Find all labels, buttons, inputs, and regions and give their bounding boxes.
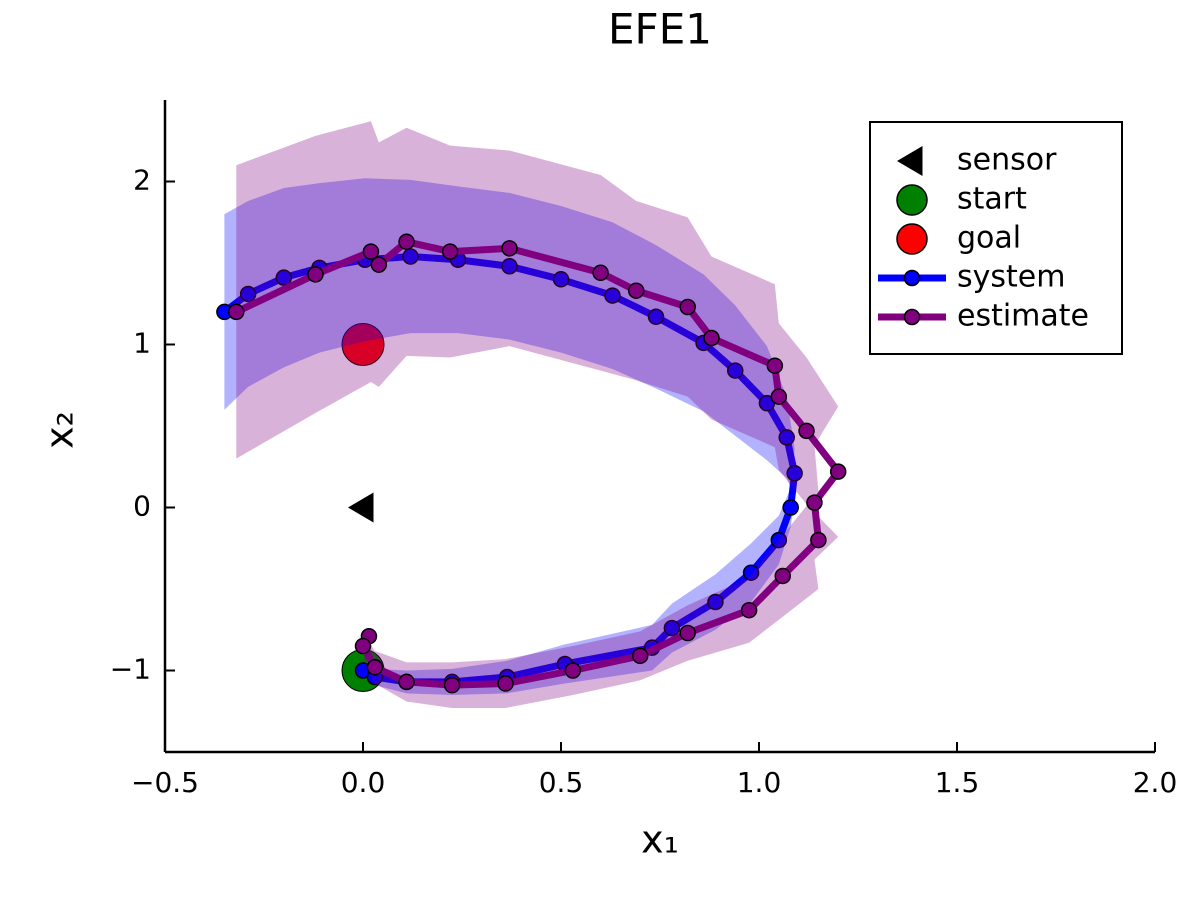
point xyxy=(726,362,744,379)
legend-marker xyxy=(903,269,921,287)
point xyxy=(552,271,570,288)
point xyxy=(740,601,758,619)
point xyxy=(604,287,621,304)
legend-marker xyxy=(903,308,921,326)
point xyxy=(441,243,459,260)
point xyxy=(366,658,384,676)
legend-label: estimate xyxy=(957,299,1089,334)
point xyxy=(354,637,372,655)
point xyxy=(770,531,788,549)
point xyxy=(228,303,245,321)
point xyxy=(497,675,514,692)
y-tick-label: 2 xyxy=(133,164,151,197)
point xyxy=(362,243,380,260)
point xyxy=(770,388,788,405)
legend-label: system xyxy=(957,260,1065,295)
point xyxy=(782,499,799,516)
point xyxy=(443,676,461,694)
x-tick-label: 1.5 xyxy=(935,766,980,799)
legend-marker xyxy=(896,223,928,255)
point xyxy=(501,240,518,257)
point xyxy=(778,429,795,446)
x-axis-label: x₁ xyxy=(641,818,679,862)
point xyxy=(810,531,827,549)
point xyxy=(798,422,815,440)
point xyxy=(663,619,681,637)
point xyxy=(647,308,665,326)
legend-label: start xyxy=(957,182,1027,217)
point xyxy=(774,567,792,585)
point xyxy=(239,285,257,303)
point xyxy=(829,463,847,480)
legend-label: goal xyxy=(957,221,1021,256)
ribbon xyxy=(224,178,795,695)
point xyxy=(398,673,415,691)
point xyxy=(341,323,385,366)
point xyxy=(679,624,696,642)
point xyxy=(707,593,724,611)
ribbon xyxy=(236,121,839,708)
y-tick-label: 0 xyxy=(133,490,151,523)
legend-marker xyxy=(897,146,923,176)
point xyxy=(742,564,760,581)
legend-marker xyxy=(896,184,928,216)
plot-area xyxy=(216,121,847,708)
point xyxy=(592,264,609,282)
point xyxy=(307,266,324,283)
point xyxy=(703,329,720,347)
legend: sensor start goal system estimate xyxy=(869,121,1123,355)
x-tick-label: 2.0 xyxy=(1133,766,1178,799)
point xyxy=(806,494,823,511)
y-tick-label: −1 xyxy=(110,653,151,686)
point xyxy=(679,298,696,316)
legend-label: sensor xyxy=(957,143,1057,178)
x-tick-label: 0.5 xyxy=(539,766,584,799)
point xyxy=(275,269,293,286)
series-line xyxy=(234,238,842,689)
point xyxy=(370,256,388,273)
x-tick-label: −0.5 xyxy=(131,766,199,799)
chart-title: EFE1 xyxy=(608,5,712,54)
point xyxy=(398,233,415,251)
point xyxy=(627,282,645,299)
point xyxy=(786,465,803,482)
point xyxy=(631,647,649,665)
y-tick-label: 1 xyxy=(133,327,151,360)
point xyxy=(501,258,518,275)
axes: −0.5 0.0 0.5 1.0 1.5 2.0 −1 0 1 2 xyxy=(110,100,1178,799)
point xyxy=(348,492,374,523)
x-tick-label: 1.0 xyxy=(737,766,782,799)
point xyxy=(766,357,784,374)
point xyxy=(564,662,582,679)
x-tick-label: 0.0 xyxy=(341,766,386,799)
y-axis-label: x₂ xyxy=(38,411,82,449)
